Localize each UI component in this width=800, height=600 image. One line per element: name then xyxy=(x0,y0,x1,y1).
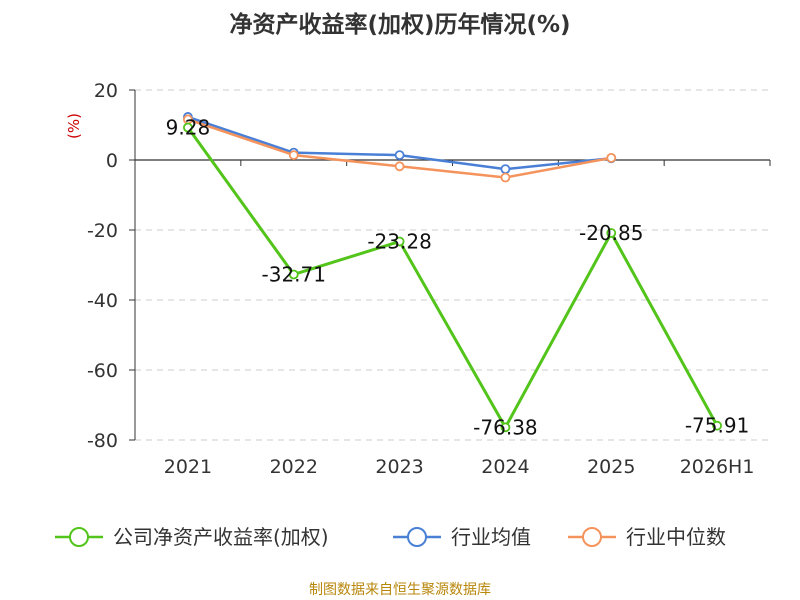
data-point xyxy=(394,161,405,172)
x-tick-label: 2024 xyxy=(481,456,529,478)
x-tick-label: 2026H1 xyxy=(680,456,755,478)
data-point xyxy=(288,269,299,280)
data-point xyxy=(606,152,617,163)
data-label: -75.91 xyxy=(685,414,749,438)
y-tick-label: -20 xyxy=(87,220,118,242)
data-point xyxy=(500,172,511,183)
legend-label: 公司净资产收益率(加权) xyxy=(113,525,329,549)
legend: 公司净资产收益率(加权) 行业均值 行业中位数 xyxy=(55,525,726,549)
x-tick-label: 2022 xyxy=(270,456,318,478)
legend-label: 行业中位数 xyxy=(626,525,726,549)
x-tick-label: 2023 xyxy=(375,456,423,478)
data-label: 9.28 xyxy=(166,116,211,140)
y-tick-label: -80 xyxy=(87,430,118,452)
legend-label: 行业均值 xyxy=(451,525,531,549)
data-point xyxy=(183,122,193,133)
data-point xyxy=(288,150,299,161)
data-label: -23.28 xyxy=(367,229,431,253)
data-label: -76.38 xyxy=(473,415,537,439)
data-point xyxy=(394,150,405,161)
data-point xyxy=(712,420,722,431)
series-layer xyxy=(183,112,722,433)
y-tick-label: -40 xyxy=(87,290,118,312)
data-label: -20.85 xyxy=(579,221,643,245)
legend-marker xyxy=(69,527,89,547)
x-tick-label: 2025 xyxy=(587,456,635,478)
y-tick-label: 0 xyxy=(106,150,118,172)
data-point xyxy=(500,422,511,433)
y-tick-label: -60 xyxy=(87,360,118,382)
data-point xyxy=(500,164,511,175)
legend-marker xyxy=(582,527,602,547)
series-line-1 xyxy=(187,115,612,171)
data-point xyxy=(606,228,617,238)
chart-title: 净资产收益率(加权)历年情况(%) xyxy=(229,11,570,38)
grid xyxy=(135,89,770,441)
data-label: -32.71 xyxy=(262,262,326,286)
data-labels: 9.28 -32.71 -23.28 -76.38 -20.85 -75.91 xyxy=(166,116,750,440)
y-axis-label: (%) xyxy=(65,113,83,139)
x-tick-label: 2021 xyxy=(164,456,212,478)
series-line-0 xyxy=(186,126,719,429)
legend-marker xyxy=(407,527,427,547)
axes: 20 0 -20 -40 -60 -80 2021 2022 2023 2024 2025 2026H… xyxy=(87,80,771,478)
source-note: 制图数据来自恒生聚源数据库 xyxy=(309,582,491,598)
y-tick-label: 20 xyxy=(94,80,118,102)
data-point xyxy=(394,236,405,247)
